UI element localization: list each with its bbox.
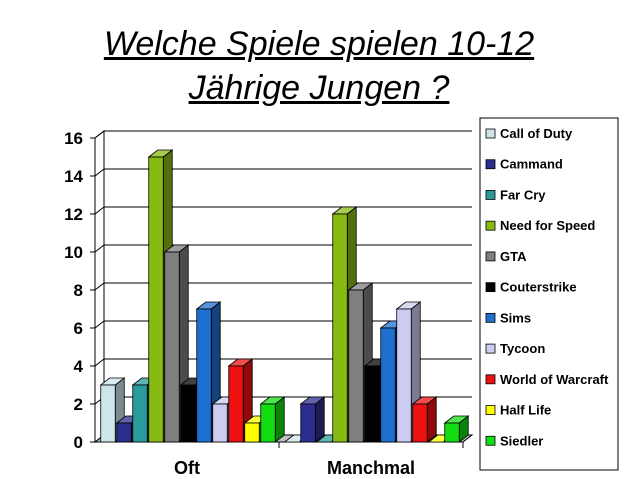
bar [132, 384, 148, 443]
x-category-label: Manchmal [327, 458, 415, 478]
legend-label: Far Cry [500, 187, 546, 202]
y-tick-label: 8 [74, 281, 83, 300]
legend-box [479, 117, 619, 471]
bar [396, 308, 412, 443]
legend-label: Couterstrike [500, 280, 577, 295]
gridline [94, 130, 472, 139]
legend-swatch [485, 220, 496, 231]
bar [348, 289, 364, 443]
legend-swatch [485, 374, 496, 385]
slide-title: Welche Spiele spielen 10-12 Jährige Jung… [0, 22, 638, 110]
bar [212, 403, 228, 443]
bar-side [274, 396, 285, 443]
y-tick-label: 4 [74, 357, 84, 376]
y-tick-label: 0 [74, 433, 83, 452]
legend-label: Sims [500, 310, 531, 325]
bar [260, 403, 276, 443]
bar [148, 156, 164, 443]
legend-label: World of Warcraft [500, 372, 609, 387]
bar [444, 422, 460, 443]
y-tick-label: 6 [74, 319, 83, 338]
bar [164, 251, 180, 443]
y-tick-label: 14 [64, 167, 83, 186]
legend-label: Cammand [500, 157, 563, 172]
bar [228, 365, 244, 443]
legend-label: Tycoon [500, 341, 545, 356]
legend-swatch [485, 159, 496, 170]
bar [116, 422, 132, 443]
legend-swatch [485, 312, 496, 323]
legend-swatch [485, 190, 496, 200]
bar [196, 308, 212, 443]
legend-swatch [485, 435, 496, 446]
bar [300, 403, 316, 443]
legend-label: Call of Duty [500, 126, 573, 141]
legend-label: Half Life [500, 403, 551, 418]
y-tick-label: 16 [64, 129, 83, 148]
legend-swatch [485, 282, 496, 293]
bar [180, 384, 196, 443]
bar [380, 327, 396, 443]
legend-swatch [485, 343, 496, 354]
legend-label: Need for Speed [500, 218, 595, 233]
bar [412, 403, 428, 443]
bar-side [426, 396, 437, 443]
bar [100, 384, 116, 443]
y-tick-label: 12 [64, 205, 83, 224]
y-tick-label: 2 [74, 395, 83, 414]
bar [364, 365, 380, 443]
gridline [94, 168, 472, 177]
legend-label: Siedler [500, 433, 543, 448]
bar [332, 213, 348, 443]
title-line-2: Jährige Jungen ? [188, 69, 450, 107]
legend-swatch [485, 405, 496, 415]
legend-swatch [485, 128, 496, 139]
legend-swatch [485, 251, 496, 262]
bar [244, 422, 260, 443]
title-line-1: Welche Spiele spielen 10-12 [103, 25, 535, 63]
y-tick-label: 10 [64, 243, 83, 262]
bar-side [314, 396, 325, 443]
legend-label: GTA [500, 249, 527, 264]
x-category-label: Oft [174, 458, 200, 478]
